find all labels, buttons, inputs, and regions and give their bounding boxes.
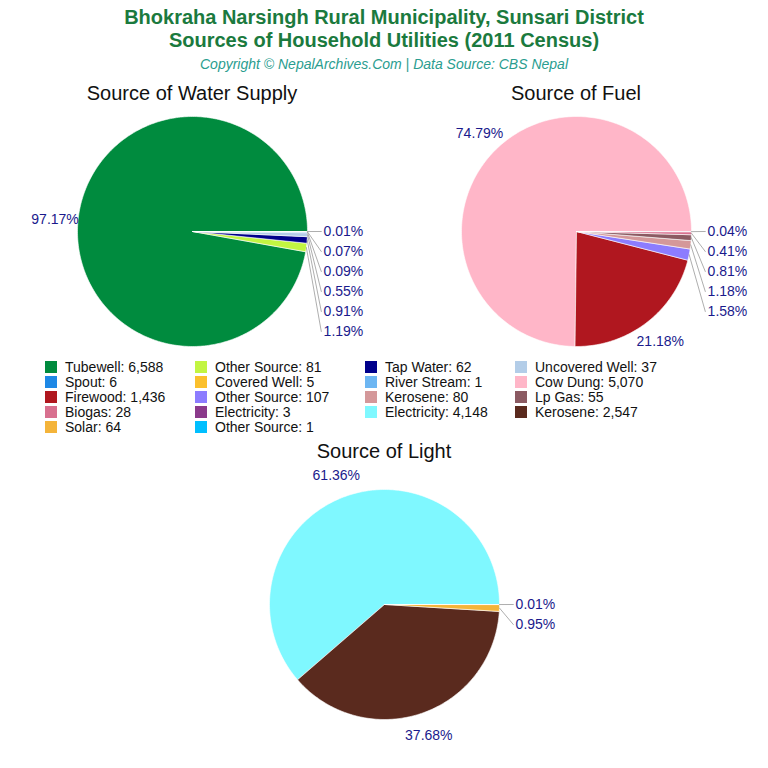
svg-text:0.01%: 0.01% (516, 596, 556, 612)
svg-text:97.17%: 97.17% (31, 211, 78, 227)
html-text:Bhokraha Narsingh Rural Munici: Bhokraha Narsingh Rural Municipality, Su… (124, 6, 644, 28)
svg-text:1.19%: 1.19% (324, 323, 364, 339)
html-text:Cow Dung: 5,070: Cow Dung: 5,070 (535, 374, 644, 390)
html-text:Source of Fuel: Source of Fuel (511, 82, 641, 104)
html-text:Spout: 6: Spout: 6 (65, 374, 118, 390)
html-text:Other Source: 81: Other Source: 81 (215, 359, 322, 375)
html-text:Electricity: 3: Electricity: 3 (215, 404, 291, 420)
html-text:Copyright © NepalArchives.Com: Copyright © NepalArchives.Com | Data Sou… (200, 56, 568, 72)
svg-text:1.58%: 1.58% (708, 303, 748, 319)
html-text:Covered Well: 5: Covered Well: 5 (215, 374, 315, 390)
html-text:Source of Light: Source of Light (316, 440, 452, 462)
html-text:Solar: 64: Solar: 64 (65, 419, 121, 435)
svg-text:1.18%: 1.18% (708, 283, 748, 299)
html-text:Firewood: 1,436: Firewood: 1,436 (65, 389, 166, 405)
html-text:Sources of Household Utilities: Sources of Household Utilities (2011 Cen… (168, 29, 599, 51)
svg-text:0.07%: 0.07% (324, 243, 364, 259)
html-text:Source of Water Supply: Source of Water Supply (86, 82, 298, 104)
html-text:Other Source: 107: Other Source: 107 (215, 389, 330, 405)
svg-text:61.36%: 61.36% (313, 467, 360, 483)
svg-text:21.18%: 21.18% (637, 333, 684, 349)
svg-text:0.55%: 0.55% (324, 283, 364, 299)
html-text:Electricity: 4,148: Electricity: 4,148 (385, 404, 488, 420)
svg-text:74.79%: 74.79% (456, 125, 503, 141)
svg-text:0.01%: 0.01% (324, 223, 364, 239)
svg-text:0.95%: 0.95% (516, 616, 556, 632)
svg-text:0.81%: 0.81% (708, 263, 748, 279)
svg-text:0.91%: 0.91% (324, 303, 364, 319)
html-text:Biogas: 28: Biogas: 28 (65, 404, 132, 420)
html-text:Lp Gas: 55: Lp Gas: 55 (535, 389, 604, 405)
svg-text:0.09%: 0.09% (324, 263, 364, 279)
html-text:Kerosene: 80: Kerosene: 80 (385, 389, 469, 405)
svg-text:37.68%: 37.68% (405, 727, 452, 743)
html-text:Tap Water: 62: Tap Water: 62 (385, 359, 472, 375)
svg-text:0.04%: 0.04% (708, 223, 748, 239)
html-text:Tubewell: 6,588: Tubewell: 6,588 (65, 359, 164, 375)
html-text:Kerosene: 2,547: Kerosene: 2,547 (535, 404, 638, 420)
html-text:River Stream: 1: River Stream: 1 (385, 374, 483, 390)
html-text:Other Source: 1: Other Source: 1 (215, 419, 314, 435)
html-text:Uncovered Well: 37: Uncovered Well: 37 (535, 359, 657, 375)
svg-text:0.41%: 0.41% (708, 243, 748, 259)
